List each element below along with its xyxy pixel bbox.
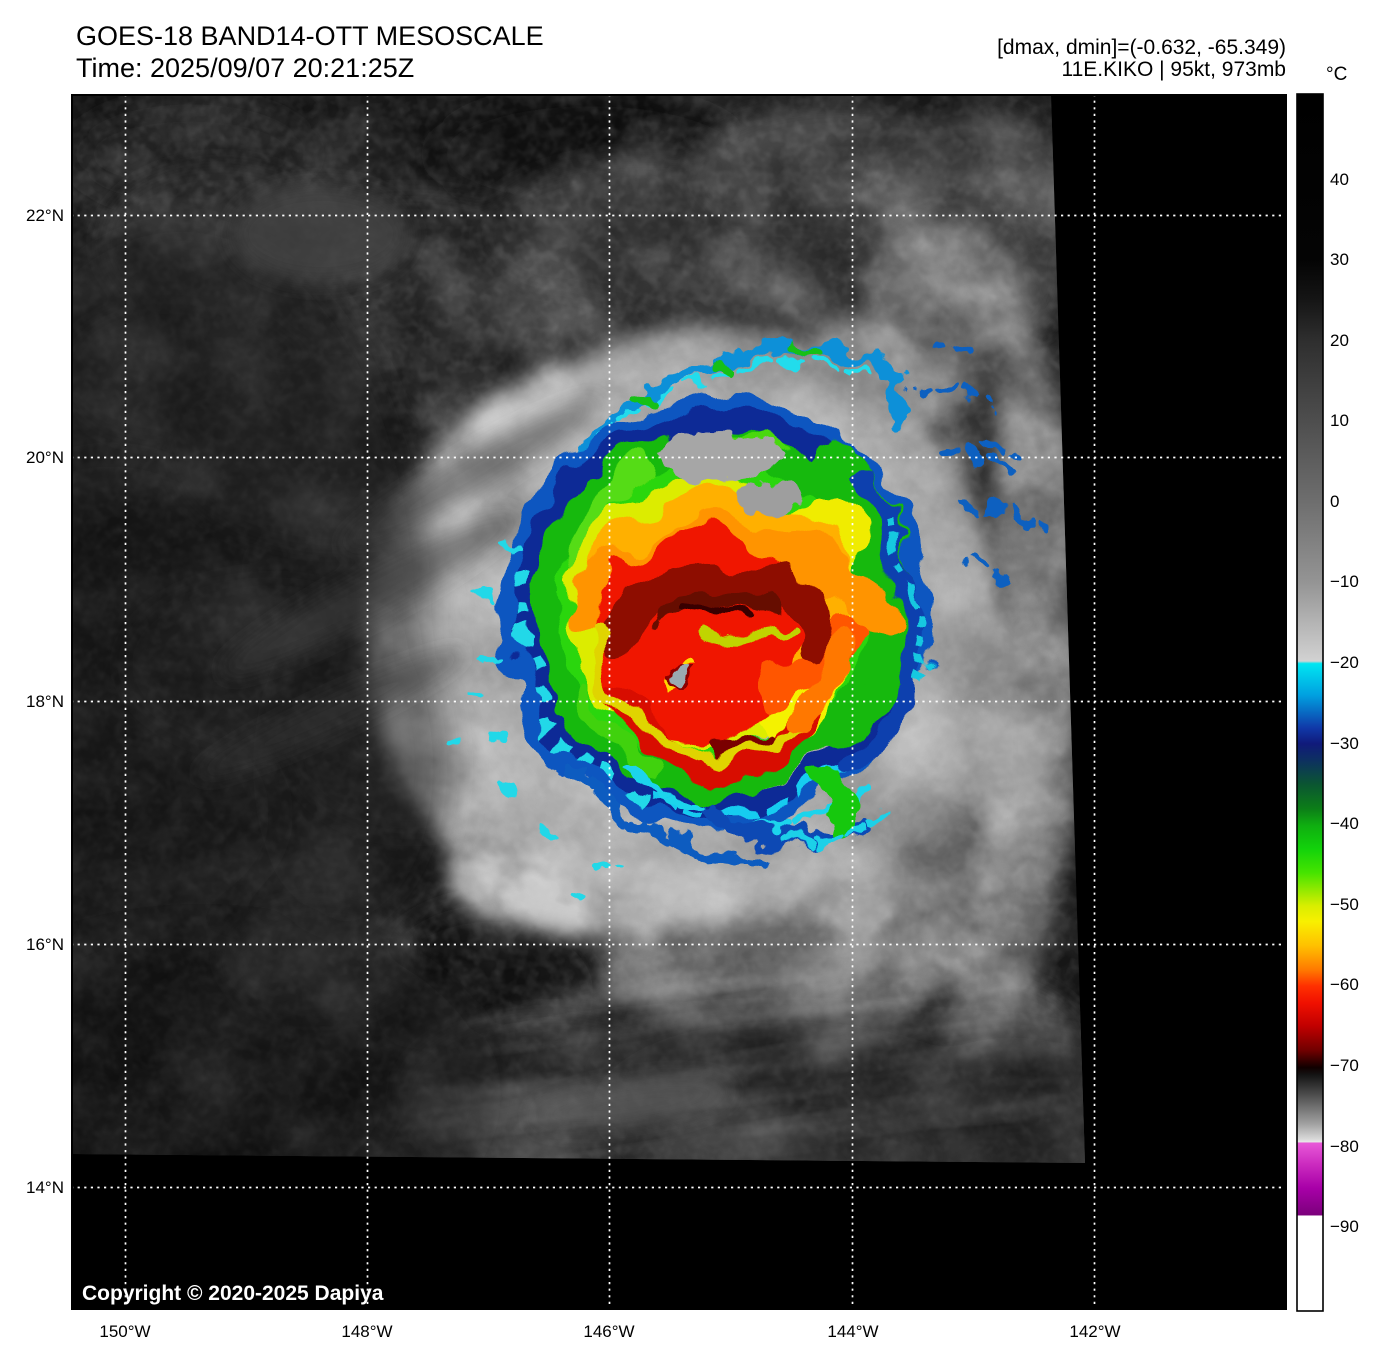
svg-text:Copyright © 2020-2025 Dapiya: Copyright © 2020-2025 Dapiya: [82, 1282, 384, 1305]
